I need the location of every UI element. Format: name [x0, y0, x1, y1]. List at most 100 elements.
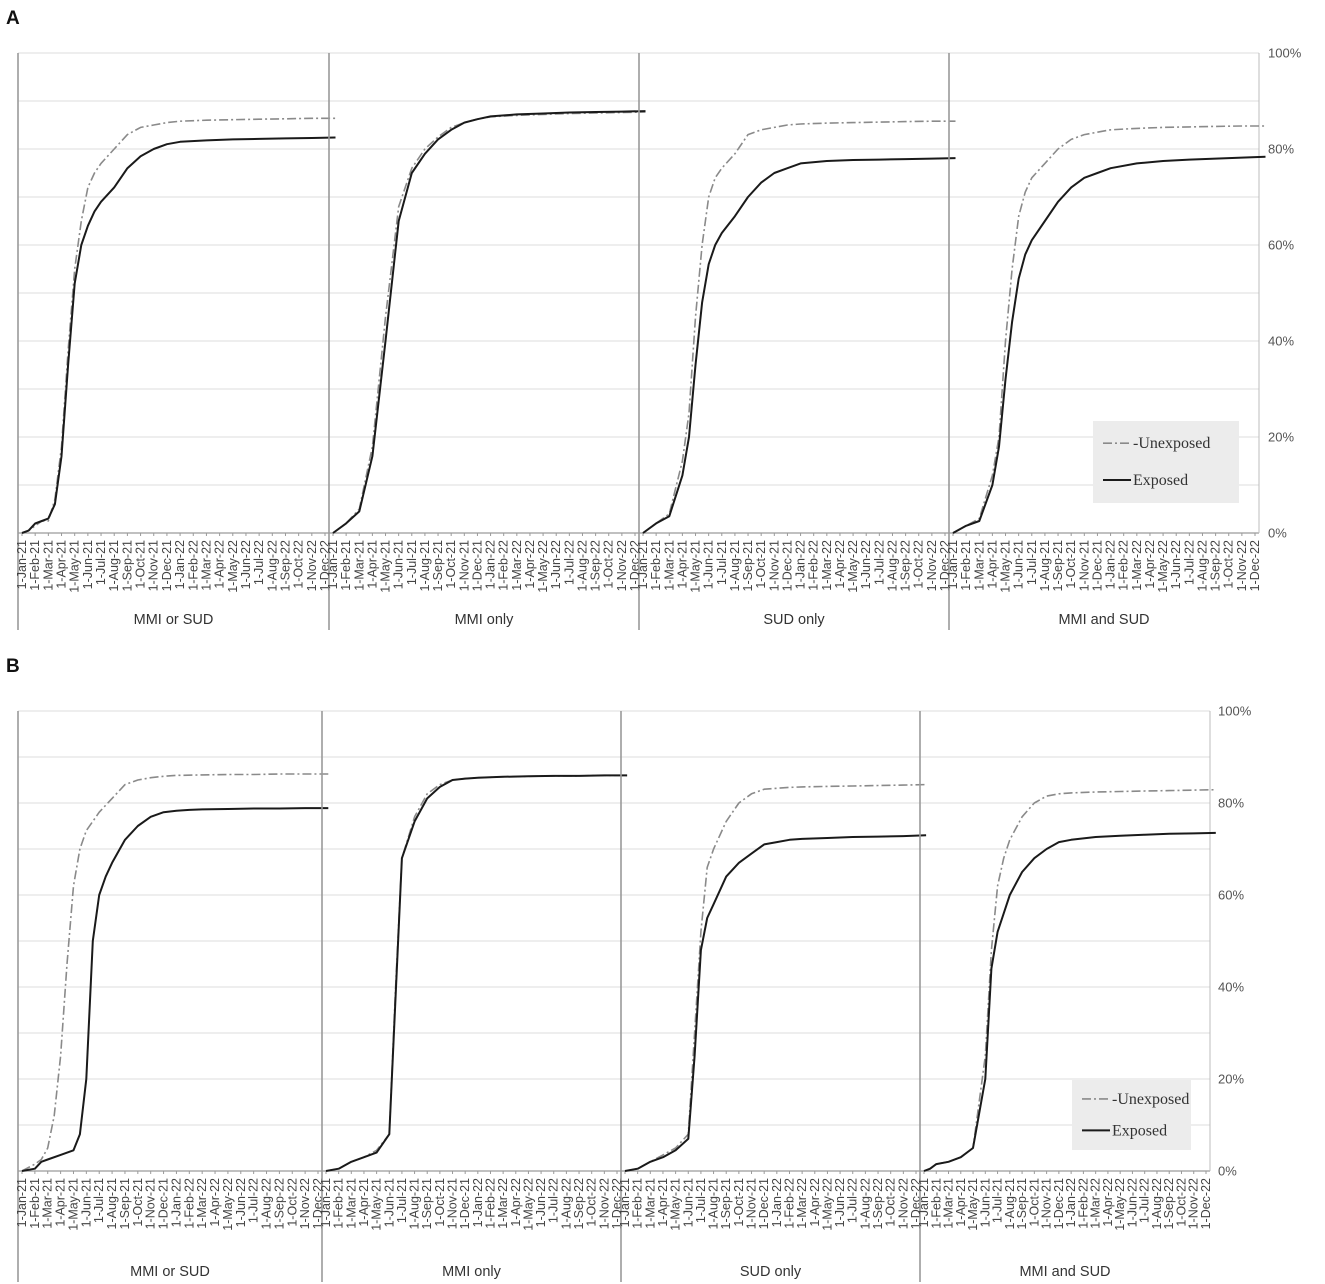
x-tick-label: 1-Dec-21 [470, 540, 484, 591]
legend-label: -Unexposed [1112, 1091, 1189, 1108]
x-tick-label: 1-Feb-22 [182, 1178, 196, 1229]
y-tick-label: 80% [1218, 796, 1244, 811]
facet: 1-Jan-211-Feb-211-Mar-211-Apr-211-May-21… [319, 711, 628, 1282]
x-tick-label: 1-Jul-22 [252, 540, 266, 585]
x-tick-label: 1-Dec-21 [1052, 1178, 1066, 1229]
y-tick-label: 40% [1268, 334, 1294, 349]
x-tick-label: 1-Jul-21 [1025, 540, 1039, 585]
x-tick-label: 1-Nov-21 [767, 540, 781, 591]
x-tick-label: 1-Apr-22 [808, 1178, 822, 1227]
x-tick-label: 1-Sep-22 [1162, 1178, 1176, 1229]
x-tick-label: 1-Jun-21 [79, 1178, 93, 1227]
x-tick-label: 1-Nov-21 [1040, 1178, 1054, 1229]
x-tick-label: 1-Mar-21 [41, 540, 55, 591]
x-tick-label: 1-Jul-22 [846, 1178, 860, 1223]
x-tick-label: 1-Feb-21 [332, 1178, 346, 1229]
x-tick-label: 1-May-22 [226, 540, 240, 593]
x-tick-label: 1-May-21 [68, 540, 82, 593]
x-tick-label: 1-Jun-22 [549, 540, 563, 589]
legend: -Unexposed Exposed [1093, 421, 1239, 503]
x-tick-label: 1-Jul-22 [1138, 1178, 1152, 1223]
legend-box [1093, 421, 1239, 503]
series-line-exposed [624, 834, 927, 1172]
x-tick-label: 1-Apr-22 [1101, 1178, 1115, 1227]
x-tick-label: 1-May-22 [536, 540, 550, 593]
x-tick-label: 1-Feb-22 [497, 540, 511, 591]
x-tick-label: 1-Sep-21 [719, 1178, 733, 1229]
x-tick-label: 1-Aug-21 [728, 540, 742, 591]
legend-box [1072, 1080, 1191, 1150]
x-tick-label: 1-Oct-22 [602, 540, 616, 589]
x-tick-label: 1-Apr-22 [1143, 540, 1157, 589]
x-tick-label: 1-Oct-22 [285, 1178, 299, 1227]
x-tick-label: 1-Mar-21 [41, 1178, 55, 1229]
x-tick-label: 1-Nov-21 [457, 540, 471, 591]
x-tick-label: 1-Jun-22 [534, 1178, 548, 1227]
x-tick-label: 1-Oct-21 [433, 1178, 447, 1227]
x-tick-label: 1-Oct-22 [884, 1178, 898, 1227]
x-tick-label: 1-Nov-21 [745, 1178, 759, 1229]
series-line-unexposed [332, 111, 646, 534]
x-tick-label: 1-Jun-22 [833, 1178, 847, 1227]
x-tick-label: 1-Oct-22 [292, 540, 306, 589]
series-line-exposed [952, 155, 1266, 534]
x-tick-label: 1-May-22 [221, 1178, 235, 1231]
series-line-unexposed [624, 783, 927, 1172]
facet-label: MMI only [455, 612, 515, 628]
x-tick-label: 1-Apr-21 [357, 1178, 371, 1227]
y-tick-label: 40% [1218, 980, 1244, 995]
x-tick-label: 1-Oct-21 [444, 540, 458, 589]
x-tick-label: 1-Jan-22 [173, 540, 187, 589]
x-tick-label: 1-May-21 [999, 540, 1013, 593]
x-tick-label: 1-Dec-21 [157, 1178, 171, 1229]
y-tick-label: 80% [1268, 142, 1294, 157]
facet-label: MMI or SUD [134, 612, 214, 628]
x-tick-label: 1-Sep-21 [1015, 1178, 1029, 1229]
x-tick-label: 1-Jan-22 [1064, 1178, 1078, 1227]
x-tick-label: 1-Feb-22 [483, 1178, 497, 1229]
x-tick-label: 1-Sep-21 [1051, 540, 1065, 591]
x-tick-label: 1-Jul-21 [991, 1178, 1005, 1223]
x-tick-label: 1-Aug-21 [107, 540, 121, 591]
x-tick-label: 1-Mar-22 [496, 1178, 510, 1229]
y-axis: 0% 20% 40% 60% 80% 100% [1268, 46, 1302, 541]
x-tick-label: 1-Apr-21 [365, 540, 379, 589]
series-line-exposed [642, 157, 956, 534]
x-tick-label: 1-Mar-21 [643, 1178, 657, 1229]
x-tick-label: 1-Aug-22 [559, 1178, 573, 1229]
x-tick-label: 1-Jul-21 [715, 540, 729, 585]
x-tick-label: 1-Dec-21 [757, 1178, 771, 1229]
x-tick-label: 1-Oct-21 [732, 1178, 746, 1227]
x-tick-label: 1-Aug-21 [1003, 1178, 1017, 1229]
x-tick-label: 1-Jul-22 [247, 1178, 261, 1223]
x-tick-label: 1-Apr-21 [54, 1178, 68, 1227]
x-tick-label: 1-Jun-22 [239, 540, 253, 589]
x-tick-label: 1-Jul-22 [562, 540, 576, 585]
legend: -Unexposed Exposed [1072, 1080, 1191, 1150]
x-tick-label: 1-Aug-21 [105, 1178, 119, 1229]
x-tick-label: 1-Mar-22 [795, 1178, 809, 1229]
x-tick-label: 1-Nov-21 [1077, 540, 1091, 591]
x-tick-label: 1-Dec-21 [458, 1178, 472, 1229]
x-tick-label: 1-Mar-21 [662, 540, 676, 591]
series-line-exposed [325, 774, 628, 1172]
panel-b: B 0%20%40%60%80%100%1-Jan-211-Feb-211-Ma… [6, 656, 1252, 1282]
x-tick-label: 1-Dec-21 [1090, 540, 1104, 591]
x-tick-label: 1-Aug-22 [1150, 1178, 1164, 1229]
x-tick-label: 1-Jul-21 [94, 540, 108, 585]
x-tick-label: 1-Nov-21 [147, 540, 161, 591]
x-tick-label: 1-Jan-22 [471, 1178, 485, 1227]
x-tick-label: 1-Jun-21 [382, 1178, 396, 1227]
x-tick-label: 1-Sep-22 [899, 540, 913, 591]
x-tick-label: 1-May-21 [379, 540, 393, 593]
x-tick-label: 1-Mar-22 [199, 540, 213, 591]
x-tick-label: 1-May-21 [66, 1178, 80, 1231]
x-tick-label: 1-Feb-21 [929, 1178, 943, 1229]
x-tick-label: 1-Jul-21 [405, 540, 419, 585]
y-tick-label: 0% [1218, 1164, 1237, 1179]
x-tick-label: 1-Apr-22 [833, 540, 847, 589]
x-tick-label: 1-Jan-22 [1104, 540, 1118, 589]
x-tick-label: 1-Jun-22 [1125, 1178, 1139, 1227]
series-line-exposed [21, 136, 336, 534]
